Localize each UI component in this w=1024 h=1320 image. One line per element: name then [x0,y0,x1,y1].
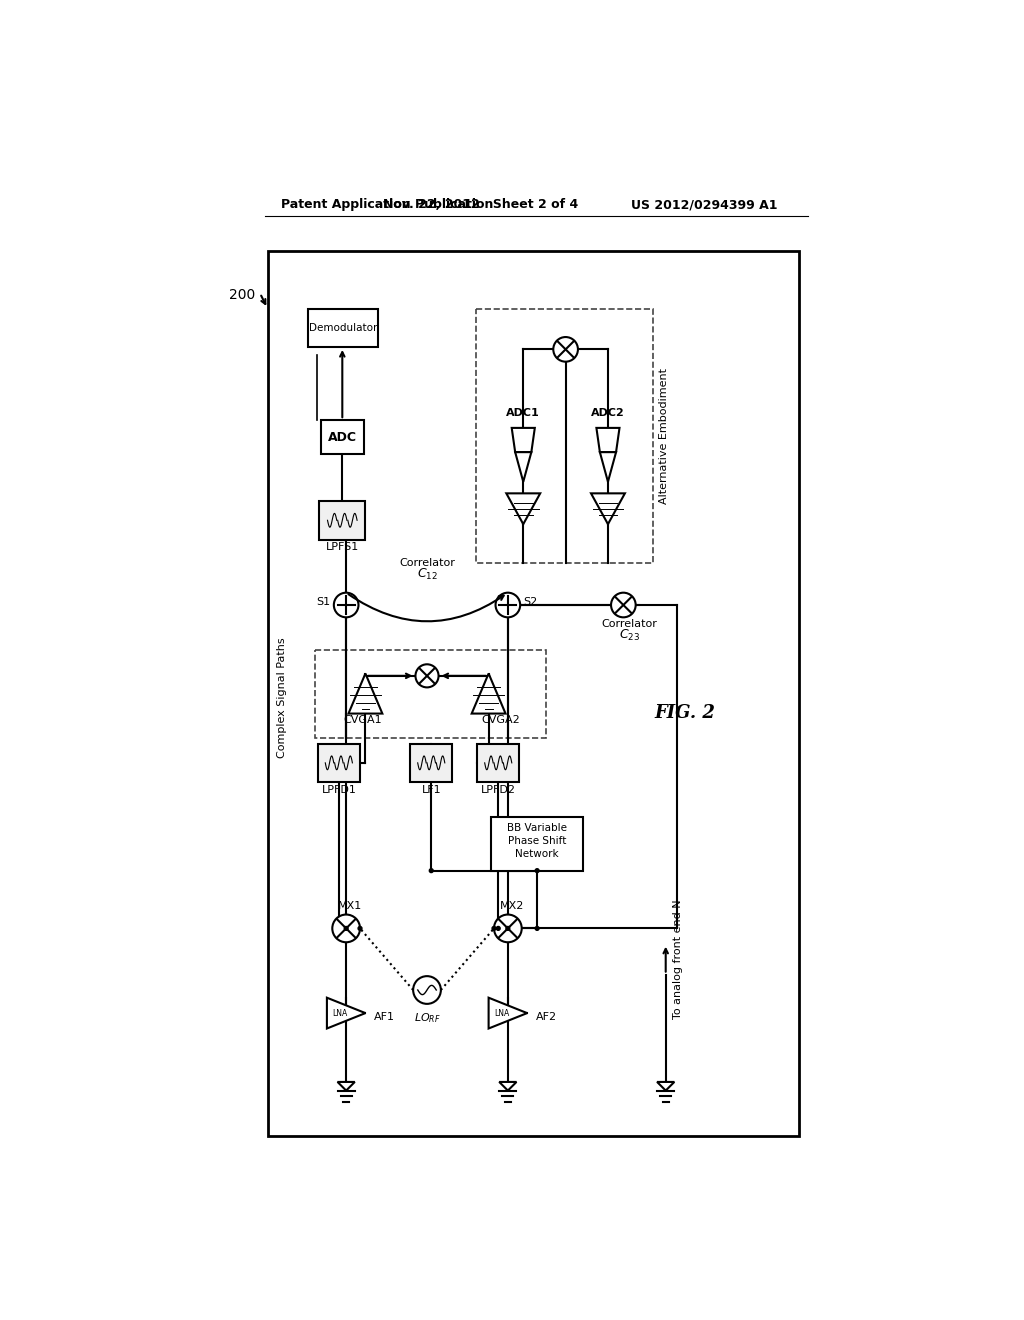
Circle shape [416,664,438,688]
Text: US 2012/0294399 A1: US 2012/0294399 A1 [631,198,777,211]
Text: LPFS1: LPFS1 [326,543,359,552]
Text: ADC1: ADC1 [507,408,540,418]
Circle shape [506,927,510,931]
Polygon shape [500,1082,516,1090]
Text: $C_{23}$: $C_{23}$ [618,628,640,643]
Bar [410,743,453,781]
Circle shape [611,593,636,618]
Bar [477,743,519,781]
Polygon shape [506,494,541,524]
Bar [308,309,378,347]
Circle shape [536,927,539,931]
Circle shape [334,593,358,618]
Text: S1: S1 [316,597,331,607]
Text: Phase Shift: Phase Shift [508,837,566,846]
Text: AF1: AF1 [374,1012,395,1022]
Text: Alternative Embodiment: Alternative Embodiment [658,367,669,504]
Circle shape [429,869,433,873]
Text: LNA: LNA [333,1008,347,1018]
Circle shape [333,915,360,942]
Polygon shape [348,673,382,714]
Text: Correlator: Correlator [399,557,455,568]
Circle shape [553,337,578,362]
Text: Complex Signal Paths: Complex Signal Paths [278,638,288,758]
Bar [267,251,799,1137]
FancyArrowPatch shape [348,594,504,622]
Text: Patent Application Publication: Patent Application Publication [281,198,494,211]
Text: Correlator: Correlator [601,619,657,630]
Polygon shape [488,998,527,1028]
Text: Demodulator: Demodulator [309,323,377,333]
Circle shape [494,915,521,942]
Text: Network: Network [515,850,559,859]
Text: To analog front end N: To analog front end N [674,899,683,1019]
Bar [321,420,364,454]
Circle shape [493,927,496,931]
Polygon shape [515,453,531,482]
Circle shape [358,927,361,931]
Text: S2: S2 [523,597,538,607]
Text: $C_{12}$: $C_{12}$ [417,566,437,582]
Text: AF2: AF2 [536,1012,557,1022]
Text: ADC2: ADC2 [591,408,625,418]
Polygon shape [338,1082,354,1090]
Text: Nov. 22, 2012   Sheet 2 of 4: Nov. 22, 2012 Sheet 2 of 4 [383,198,579,211]
Text: CVGA2: CVGA2 [481,714,519,725]
Text: ADC: ADC [328,430,356,444]
Text: CVGA1: CVGA1 [344,714,383,725]
Text: FIG. 2: FIG. 2 [654,704,716,722]
Circle shape [344,927,348,931]
Circle shape [536,869,539,873]
Polygon shape [327,998,366,1028]
Polygon shape [600,453,616,482]
Bar [317,743,360,781]
Text: LPFD2: LPFD2 [480,785,516,795]
Text: LNA: LNA [494,1008,509,1018]
Text: MX1: MX1 [338,902,362,911]
Bar [475,309,652,562]
Text: 200: 200 [229,289,255,302]
Text: MX2: MX2 [500,902,524,911]
Text: LPFD1: LPFD1 [322,785,356,795]
Bar [315,649,547,738]
Polygon shape [596,428,620,453]
Text: $LO_{RF}$: $LO_{RF}$ [414,1011,440,1026]
Circle shape [496,593,520,618]
Polygon shape [472,673,506,714]
Circle shape [413,977,441,1003]
Polygon shape [512,428,535,453]
Polygon shape [657,1082,675,1090]
Circle shape [497,927,500,931]
Text: LF1: LF1 [422,785,441,795]
Text: BB Variable: BB Variable [507,824,567,833]
Bar [319,502,366,540]
Polygon shape [591,494,625,524]
Bar [490,817,584,871]
